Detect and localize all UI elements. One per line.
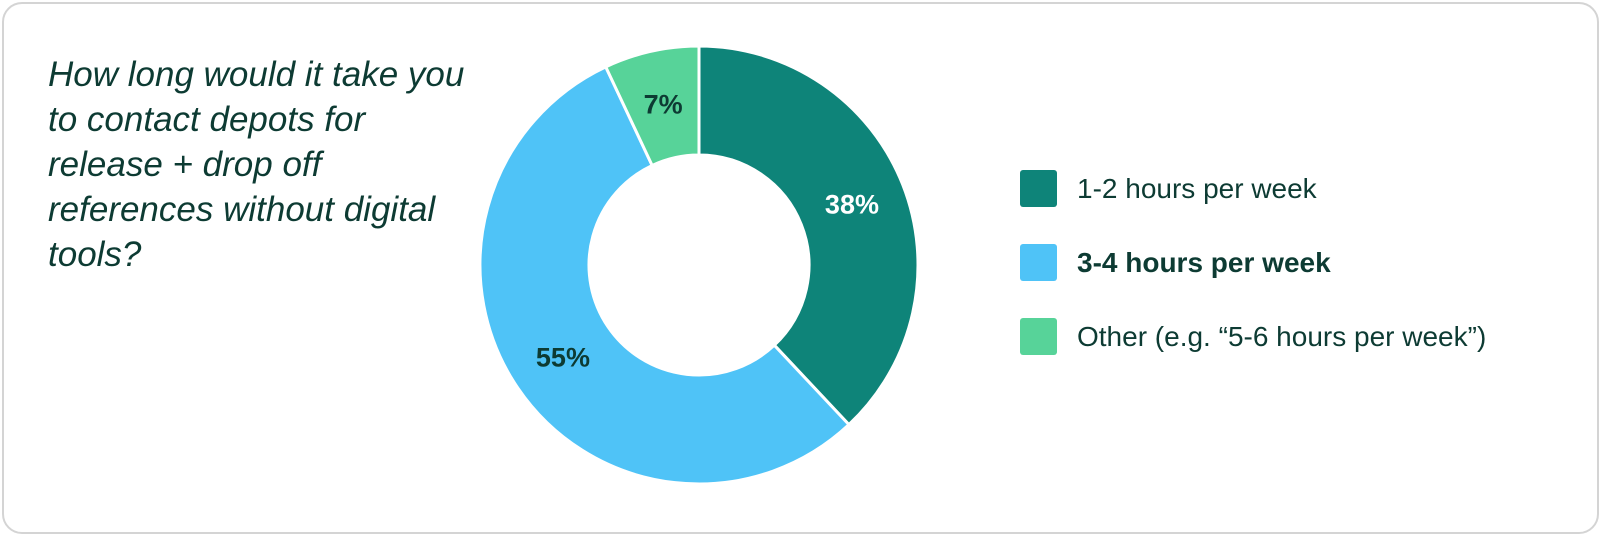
legend-swatch-other (1020, 318, 1057, 355)
legend-item-other: Other (e.g. “5-6 hours per week”) (1020, 318, 1486, 355)
data-label-3-4-hours: 55% (536, 342, 590, 372)
legend-label-3-4-hours: 3-4 hours per week (1077, 246, 1331, 278)
legend-item-1-2-hours: 1-2 hours per week (1020, 170, 1486, 207)
data-label-other: 7% (644, 89, 683, 119)
legend-label-1-2-hours: 1-2 hours per week (1077, 172, 1317, 204)
legend: 1-2 hours per week 3-4 hours per week Ot… (1020, 170, 1486, 392)
legend-item-3-4-hours: 3-4 hours per week (1020, 244, 1486, 281)
slice-1-2-hours (697, 44, 920, 427)
slice-3-4-hours (478, 65, 851, 486)
legend-swatch-1-2-hours (1020, 170, 1057, 207)
legend-label-other: Other (e.g. “5-6 hours per week”) (1077, 320, 1487, 352)
chart-title: How long would it take you to contact de… (48, 55, 465, 274)
slice-other (604, 44, 701, 167)
donut-chart: 38% 55% 7% (478, 44, 920, 486)
data-label-1-2-hours: 38% (825, 189, 879, 219)
legend-swatch-3-4-hours (1020, 244, 1057, 281)
